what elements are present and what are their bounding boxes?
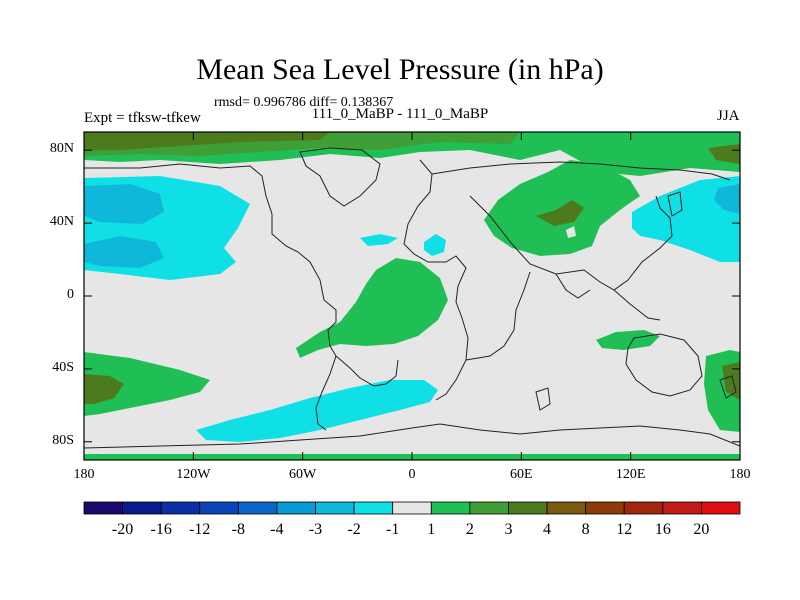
colorbar-swatch xyxy=(160,501,201,515)
x-tick-label: 0 xyxy=(408,467,416,482)
colorbar-swatch xyxy=(662,501,702,515)
npac-west-neg2a xyxy=(84,184,164,224)
y-tick-label: 40S xyxy=(52,359,74,375)
x-tick-label: 180 xyxy=(729,467,751,482)
arctic-east-olive xyxy=(708,144,740,164)
y-tick-label: 80S xyxy=(52,432,74,448)
indian-ocean-green xyxy=(596,330,660,350)
colorbar-label: 4 xyxy=(543,521,552,538)
coast-north-america xyxy=(84,163,337,431)
x-tick-label: 60W xyxy=(289,467,317,482)
colorbar xyxy=(83,501,741,515)
runs-label: 111_0_MaBP - 111_0_MaBP xyxy=(311,106,489,122)
colorbar-label: 12 xyxy=(616,521,633,538)
coast-australia xyxy=(625,333,703,397)
colorbar-swatch xyxy=(122,501,162,515)
colorbar-swatch xyxy=(353,501,394,515)
coast-madagascar xyxy=(535,387,551,411)
coast-new-zealand xyxy=(719,375,737,399)
south-atlantic-cyan xyxy=(196,380,438,442)
arctic-dark-olive xyxy=(84,132,330,150)
x-tick-label: 120W xyxy=(176,467,211,482)
coast-india-se-asia xyxy=(555,273,661,321)
colorbar-swatch xyxy=(83,501,123,515)
colorbar-label: -4 xyxy=(270,521,284,538)
colorbar-swatch xyxy=(508,501,548,515)
africa-green xyxy=(296,258,448,358)
y-tick-label: 40N xyxy=(49,214,74,230)
colorbar-swatch xyxy=(392,501,432,515)
colorbar-swatch xyxy=(315,501,355,515)
colorbar-swatch xyxy=(276,501,316,515)
spac-west-green xyxy=(84,352,210,416)
coast-eurasia-north xyxy=(431,161,731,181)
coast-japan xyxy=(667,191,683,217)
colorbar-label: -12 xyxy=(189,521,211,538)
colorbar-label: 8 xyxy=(581,521,590,538)
axis-ticks xyxy=(83,132,741,460)
colorbar-label: -16 xyxy=(150,521,172,538)
coast-greenland xyxy=(299,147,381,207)
colorbar-label: -20 xyxy=(111,521,134,538)
colorbar-swatch xyxy=(199,501,239,515)
x-tick-label: 180 xyxy=(73,467,95,482)
colorbar-label: 2 xyxy=(465,521,474,538)
y-tick-label: 0 xyxy=(67,287,74,302)
chart-title: Mean Sea Level Pressure (in hPa) xyxy=(196,53,604,86)
npac-west-neg2b xyxy=(84,236,164,268)
x-tick-label: 120E xyxy=(615,467,646,482)
colorbar-label: 20 xyxy=(693,521,710,538)
asia-olive xyxy=(536,200,584,226)
colorbar-label: -8 xyxy=(231,521,245,538)
colorbar-swatch xyxy=(237,501,278,515)
med-cyan-cell xyxy=(424,234,446,256)
colorbar-swatch xyxy=(623,501,664,515)
experiment-label: Expt = tfksw-tfkew xyxy=(84,110,201,126)
npac-east-neg1 xyxy=(632,176,740,262)
colorbar-label: -3 xyxy=(308,521,323,538)
colorbar-label: -2 xyxy=(347,521,361,538)
npac-east-neg2 xyxy=(714,184,740,214)
atlantic-cyan-cell xyxy=(360,234,398,246)
stats-label: rmsd= 0.996786 diff= 0.138367 xyxy=(214,95,394,110)
x-tick-label: 60E xyxy=(510,467,533,482)
colorbar-swatch xyxy=(430,501,471,515)
colorbar-label: 16 xyxy=(654,521,671,538)
colorbar-swatch xyxy=(546,501,587,515)
y-tick-label: 80N xyxy=(49,141,74,157)
coast-antarctica xyxy=(84,423,740,449)
colorbar-swatch xyxy=(585,501,625,515)
colorbar-label: -1 xyxy=(386,521,400,538)
colorbar-label: 1 xyxy=(427,521,436,538)
season-label: JJA xyxy=(717,108,740,124)
coast-africa-south xyxy=(465,271,531,361)
colorbar-label: 3 xyxy=(504,521,513,538)
colorbar-swatch xyxy=(701,501,741,515)
spac-west-olive xyxy=(84,374,124,404)
colorbar-swatch xyxy=(469,501,509,515)
coastlines xyxy=(84,147,740,449)
map-plot xyxy=(84,132,740,460)
asia-gray-hole xyxy=(566,226,576,238)
coast-south-america-east xyxy=(335,355,399,387)
